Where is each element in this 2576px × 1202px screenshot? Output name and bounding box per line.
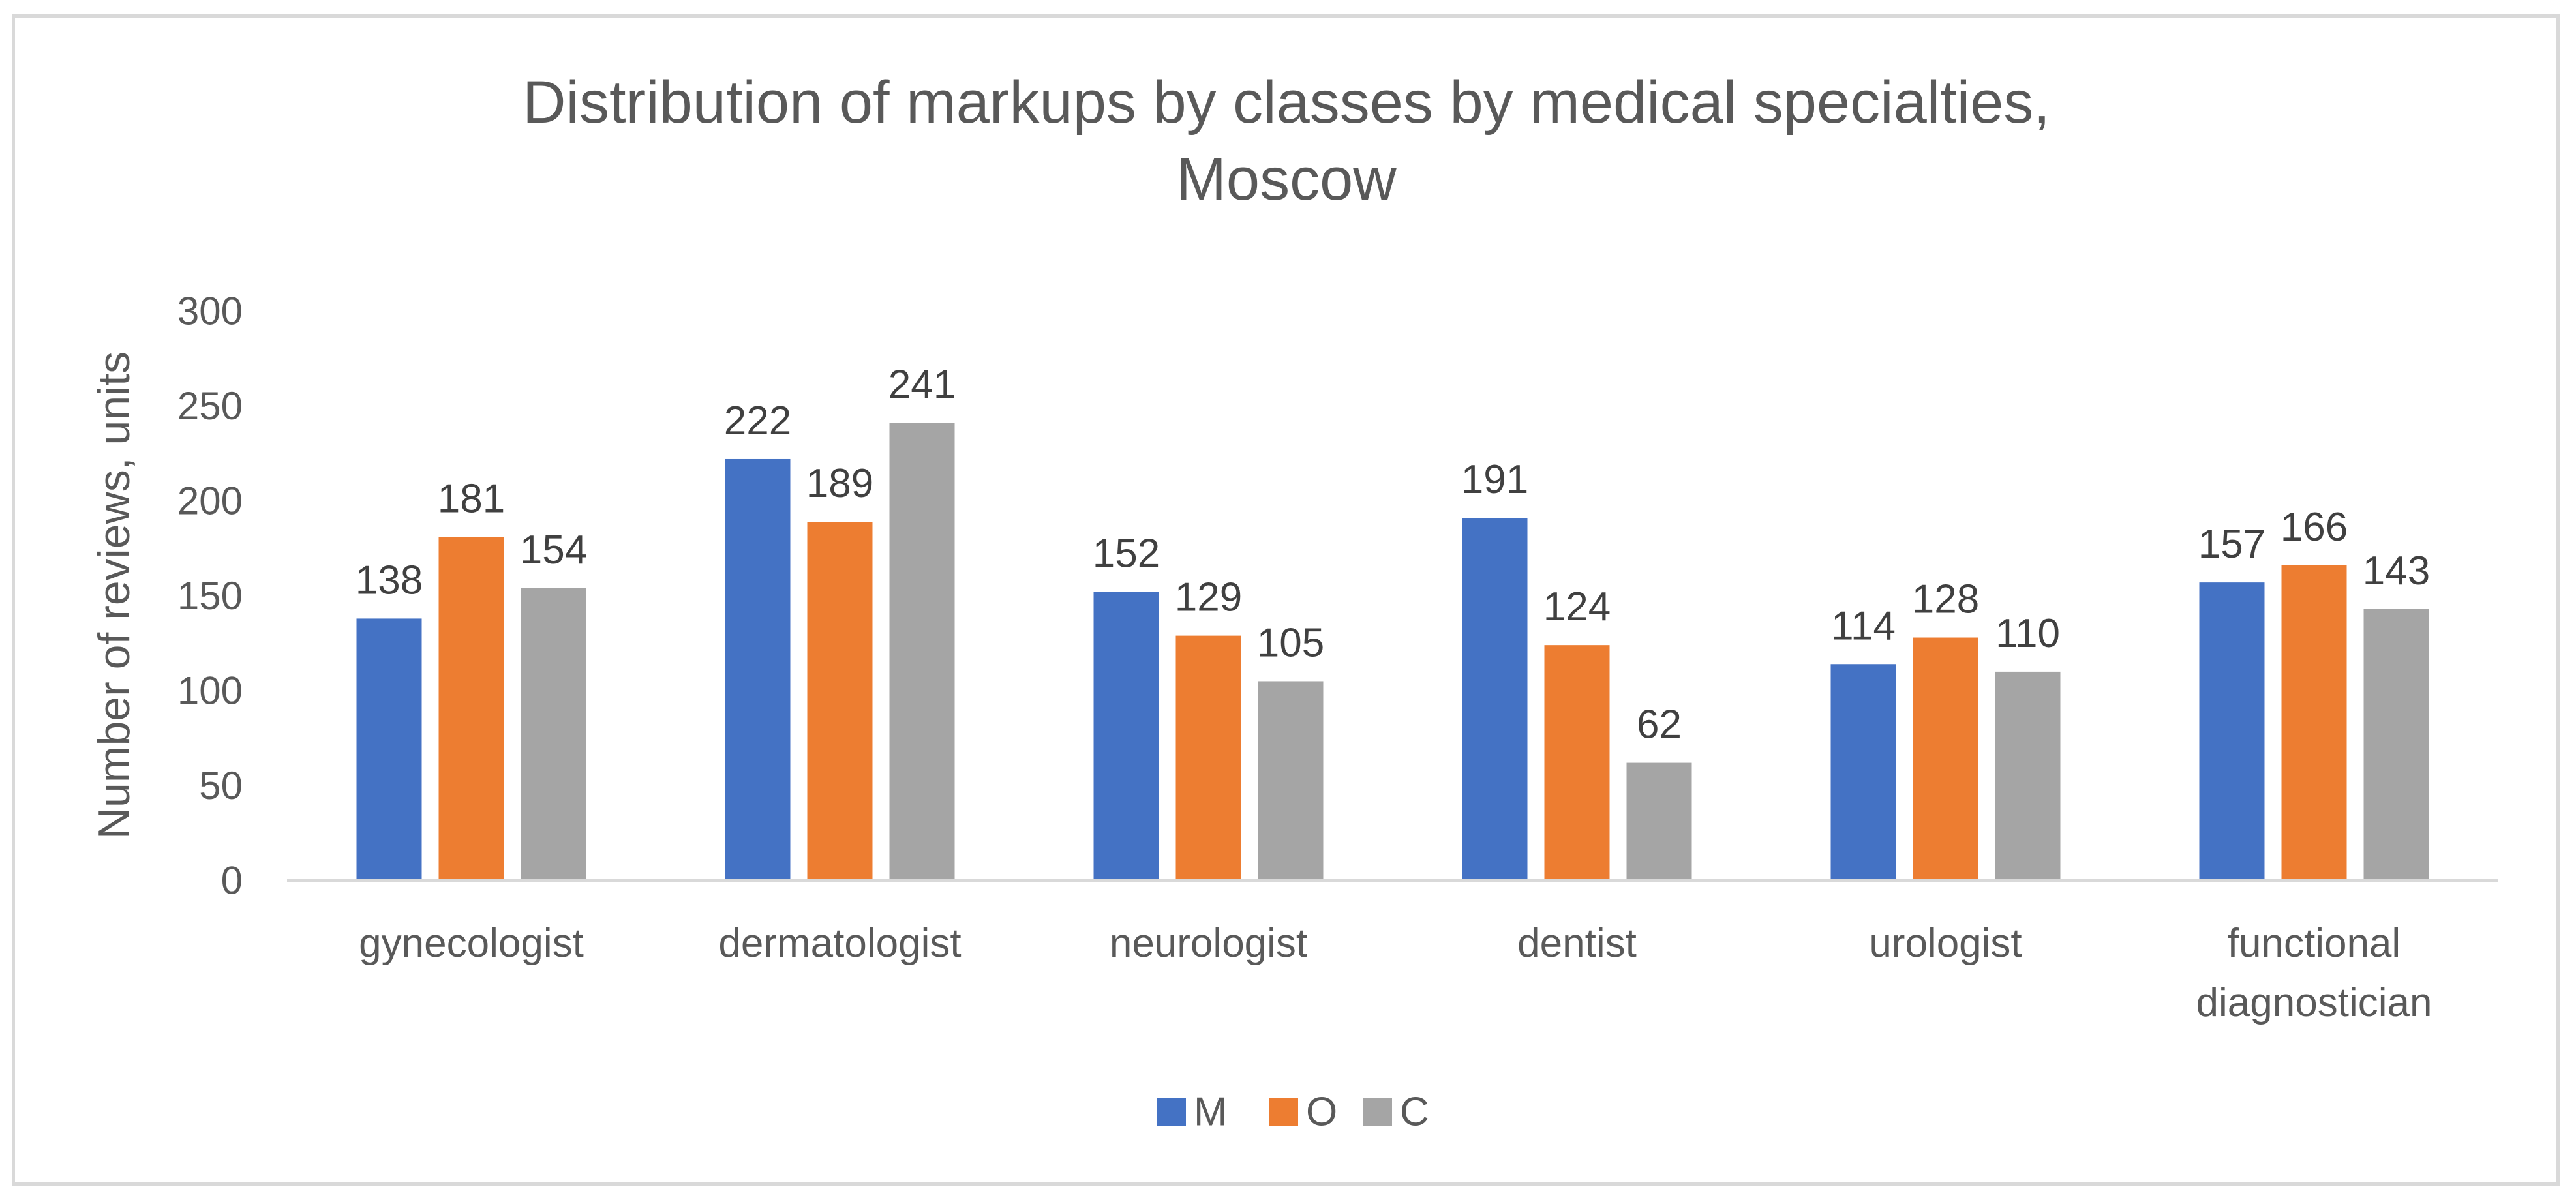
- x-tick-label: urologist: [1869, 921, 2022, 966]
- data-label: 189: [806, 461, 873, 506]
- legend-swatch-o: [1269, 1098, 1298, 1126]
- bar-c: [889, 423, 955, 880]
- bar-m: [356, 618, 422, 880]
- legend-label-c: C: [1400, 1090, 1429, 1135]
- bar-m: [1093, 592, 1159, 880]
- chart-frame: [12, 14, 2560, 1186]
- data-label: 143: [2363, 548, 2430, 593]
- bar-o: [2281, 565, 2347, 880]
- y-tick-label: 0: [221, 859, 243, 903]
- data-labels: 138 181 154 222 189 241 152 129 105 191 124 62 114 12…: [356, 363, 2430, 747]
- data-label: 222: [724, 398, 791, 443]
- bar-m: [2199, 582, 2265, 880]
- data-label: 62: [1637, 702, 1682, 747]
- legend-swatch-c: [1363, 1098, 1392, 1126]
- data-label: 241: [888, 363, 956, 408]
- data-label: 138: [356, 558, 423, 603]
- x-tick-label: dentist: [1517, 921, 1637, 966]
- data-label: 166: [2281, 505, 2348, 550]
- bar-o: [1544, 645, 1610, 880]
- data-label: 152: [1093, 532, 1160, 577]
- bar-m: [1462, 518, 1528, 880]
- x-axis-ticks: gynecologist dermatologist neurologist dent…: [359, 921, 2432, 1025]
- chart-title-line: Moscow: [1176, 146, 1397, 213]
- bars: [356, 423, 2429, 880]
- x-tick-label: neurologist: [1110, 921, 1307, 966]
- data-label: 129: [1175, 575, 1242, 620]
- bar-m: [725, 458, 791, 880]
- y-tick-label: 250: [177, 384, 243, 428]
- bar-c: [1626, 762, 1692, 880]
- y-axis-ticks: 0 50 100 150 200 250 300: [177, 290, 243, 903]
- data-label: 105: [1257, 620, 1324, 665]
- data-label: 128: [1912, 577, 1979, 622]
- legend-swatch-m: [1157, 1098, 1186, 1126]
- x-tick-label: gynecologist: [359, 921, 584, 966]
- bar-o: [1175, 635, 1241, 880]
- x-tick-label: dermatologist: [718, 921, 961, 966]
- bar-m: [1830, 664, 1896, 880]
- y-axis-title-text: Number of reviews, units: [89, 352, 139, 839]
- bar-c: [1995, 671, 2061, 880]
- bar-o: [807, 522, 873, 880]
- data-label: 124: [1543, 584, 1611, 629]
- bar-o: [1913, 637, 1978, 880]
- x-tick-label: diagnostician: [2196, 980, 2432, 1025]
- chart-title-line: Distribution of markups by classes by me…: [523, 69, 2050, 136]
- data-label: 181: [438, 476, 505, 521]
- legend-label-o: O: [1306, 1090, 1337, 1135]
- chart-title: Distribution of markups by classes by me…: [523, 69, 2050, 213]
- data-label: 114: [1831, 603, 1896, 648]
- bar-c: [1258, 681, 1324, 880]
- y-tick-label: 100: [177, 669, 243, 713]
- y-tick-label: 150: [177, 574, 243, 618]
- data-label: 157: [2198, 522, 2265, 567]
- data-label: 191: [1461, 457, 1528, 502]
- y-axis-title: Number of reviews, units: [89, 352, 139, 839]
- data-label: 110: [1995, 611, 2060, 656]
- bar-o: [438, 537, 504, 880]
- y-tick-label: 300: [177, 290, 243, 333]
- bar-c: [521, 588, 586, 880]
- y-tick-label: 50: [199, 764, 243, 807]
- x-tick-label: functional: [2228, 921, 2401, 966]
- bar-c: [2363, 609, 2429, 880]
- y-tick-label: 200: [177, 479, 243, 523]
- legend-label-m: M: [1194, 1090, 1228, 1135]
- data-label: 154: [520, 528, 587, 573]
